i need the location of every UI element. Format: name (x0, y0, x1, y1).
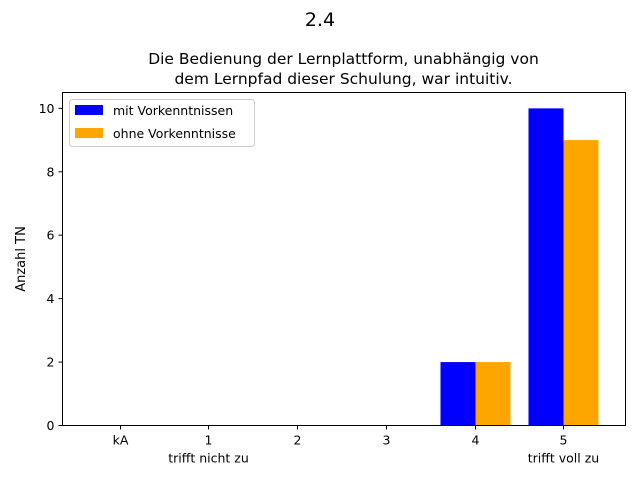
legend-box (69, 99, 255, 147)
legend-swatch-ohne (75, 128, 103, 138)
figure-title: 2.4 (305, 9, 335, 31)
legend-label-ohne: ohne Vorkenntnisse (113, 126, 236, 141)
chart-title-line-2: dem Lernpfad dieser Schulung, war intuit… (174, 70, 512, 88)
plot-frame (62, 92, 626, 426)
x-tick-label-2: 2 (294, 433, 302, 448)
x-tick-label-3: 3 (383, 433, 391, 448)
y-axis-label: Anzahl TN (14, 226, 29, 292)
y-ticks: 0 2 4 6 8 10 (39, 101, 63, 433)
x-tick-label-1: 1 (205, 433, 213, 448)
y-tick-label-4: 4 (47, 291, 55, 306)
legend-label-mit: mit Vorkenntnissen (113, 103, 233, 118)
y-tick-label-2: 2 (47, 355, 55, 370)
bar-ohne-5 (563, 140, 599, 426)
y-tick-label-6: 6 (47, 228, 55, 243)
bar-mit-4 (440, 362, 476, 426)
y-tick-label-8: 8 (47, 164, 55, 179)
x-tick-sublabel-5: trifft voll zu (528, 451, 599, 466)
bars-layer (440, 108, 599, 426)
bar-mit-5 (528, 108, 564, 426)
x-tick-sublabel-1: trifft nicht zu (168, 451, 249, 466)
x-tick-label-kA: kA (113, 433, 129, 448)
x-tick-label-5: 5 (560, 433, 568, 448)
y-tick-label-0: 0 (47, 418, 55, 433)
x-ticks: kA 1 trifft nicht zu 2 3 4 5 trifft voll zu (113, 425, 599, 466)
legend-swatch-mit (75, 105, 103, 115)
chart-title-line-1: Die Bedienung der Lernplattform, unabhän… (148, 50, 539, 68)
x-tick-label-4: 4 (472, 433, 480, 448)
y-tick-label-10: 10 (39, 101, 55, 116)
legend: mit Vorkenntnissen ohne Vorkenntnisse (69, 99, 255, 147)
bar-ohne-4 (475, 362, 511, 426)
